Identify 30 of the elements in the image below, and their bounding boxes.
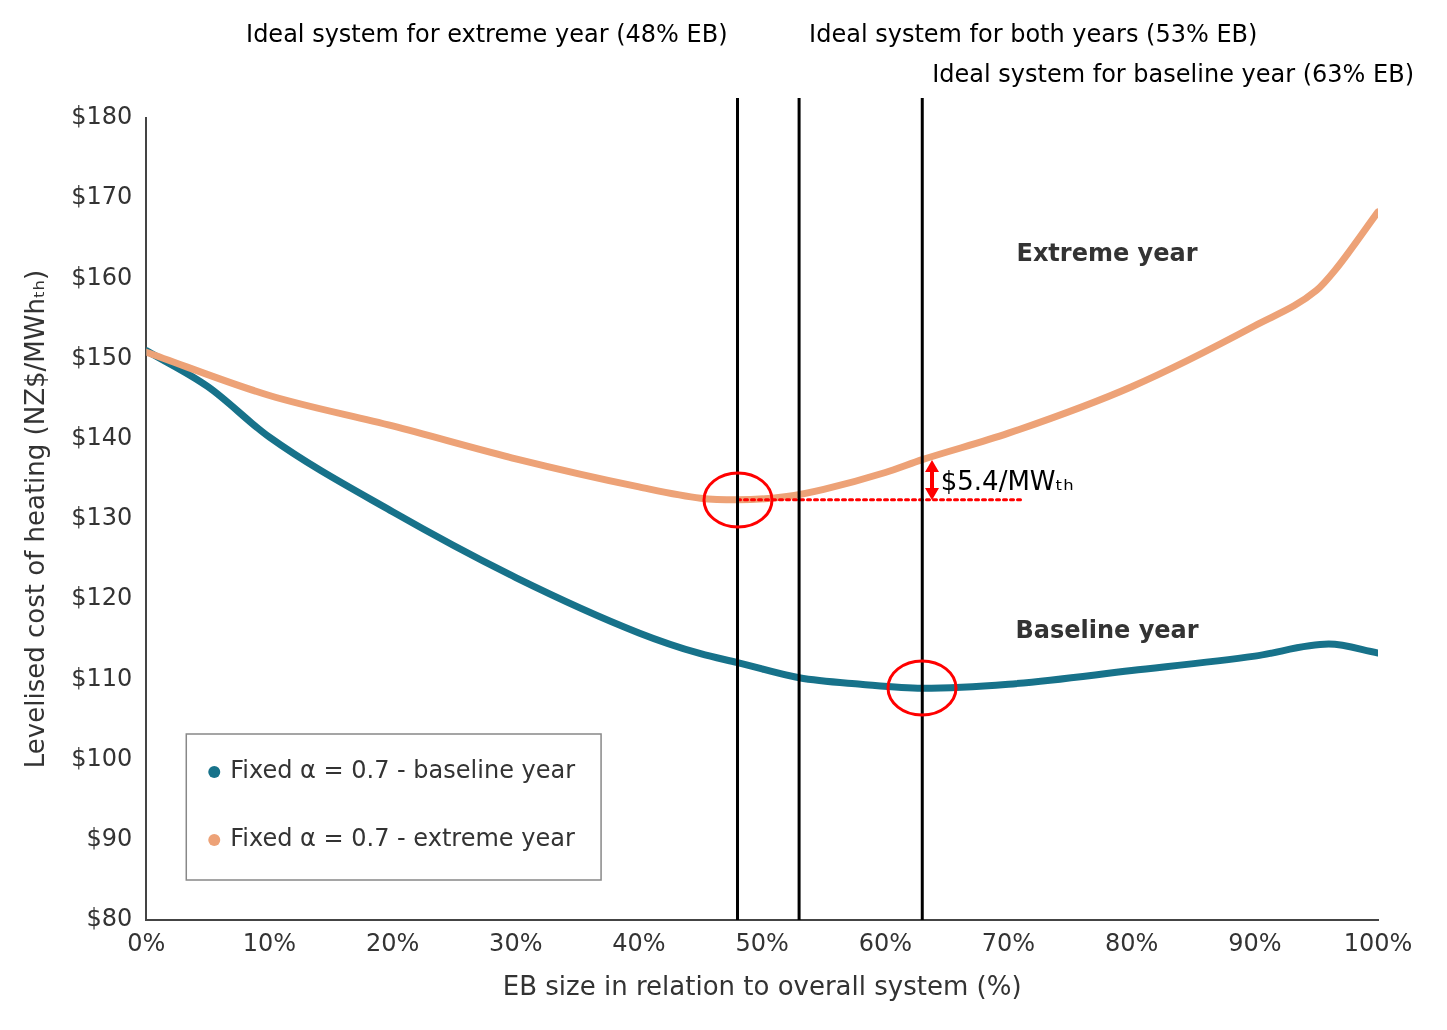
x-tick-label: 60% xyxy=(858,928,912,957)
y-tick-label: $90 xyxy=(86,824,133,853)
x-tick-label: 40% xyxy=(612,928,666,957)
annotation: Baseline year xyxy=(1015,615,1199,644)
legend-label: Fixed α = 0.7 - extreme year xyxy=(230,824,575,853)
y-tick-label: $120 xyxy=(71,583,133,612)
x-tick-label: 70% xyxy=(981,928,1036,957)
y-tick-label: $110 xyxy=(71,663,133,692)
x-tick-label: 10% xyxy=(242,928,297,957)
y-tick-label: $170 xyxy=(71,182,133,211)
x-tick-label: 50% xyxy=(735,928,789,957)
annotation: $5.4/MWₜₕ xyxy=(940,465,1074,496)
y-tick-label: $130 xyxy=(71,503,133,532)
y-tick-label: $180 xyxy=(71,102,133,131)
ref-line-label: Ideal system for both years (53% EB) xyxy=(809,20,1258,49)
x-tick-label: 90% xyxy=(1228,928,1282,957)
y-tick-label: $150 xyxy=(71,342,133,371)
y-tick-label: $100 xyxy=(71,743,133,772)
y-axis-title: Levelised cost of heating (NZ$/MWhₜₕ) xyxy=(20,269,51,769)
x-tick-label: 30% xyxy=(489,928,543,957)
y-tick-label: $160 xyxy=(71,262,133,291)
ref-line-label: Ideal system for extreme year (48% EB) xyxy=(246,20,728,49)
annotation: Extreme year xyxy=(1016,238,1198,267)
x-tick-label: 100% xyxy=(1343,928,1413,957)
ref-line-label: Ideal system for baseline year (63% EB) xyxy=(932,60,1415,89)
y-tick-label: $140 xyxy=(71,423,133,452)
x-tick-label: 20% xyxy=(365,928,420,957)
x-tick-label: 80% xyxy=(1104,928,1159,957)
x-axis-title: EB size in relation to overall system (%) xyxy=(502,971,1022,1002)
legend-label: Fixed α = 0.7 - baseline year xyxy=(230,756,576,785)
